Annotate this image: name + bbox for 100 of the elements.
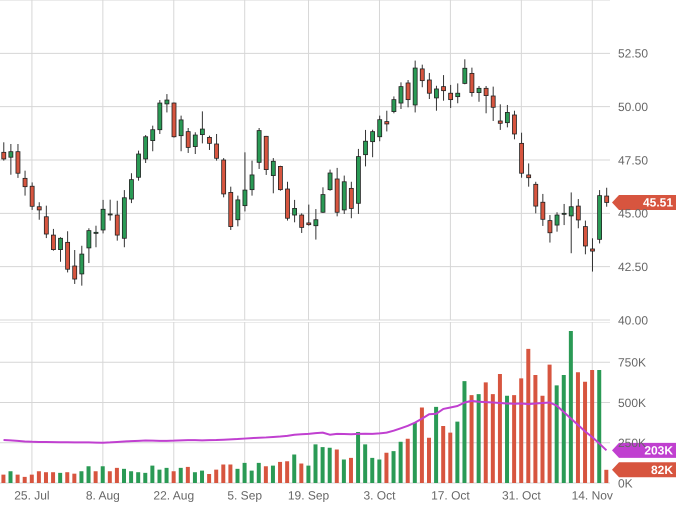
candlestick (86, 228, 92, 264)
candlestick (192, 132, 198, 155)
y-tick-label: 0K (618, 476, 633, 490)
bar (363, 444, 368, 483)
candlestick (462, 58, 468, 85)
candlestick (590, 238, 595, 272)
bar (604, 470, 608, 483)
bar (65, 472, 70, 483)
bar (1, 474, 6, 483)
bar (100, 466, 105, 483)
candlestick (44, 205, 49, 239)
candlestick (384, 110, 390, 132)
bar (270, 466, 275, 483)
bar (214, 470, 218, 483)
candlestick (114, 200, 120, 242)
x-tick-label: 5. Sep (227, 488, 262, 503)
bar (384, 452, 388, 483)
candlestick (200, 110, 205, 144)
bar (512, 395, 516, 483)
candlestick (434, 85, 439, 112)
bar (207, 474, 212, 483)
candlestick (604, 187, 610, 208)
candlestick (72, 250, 78, 284)
bar (576, 372, 580, 483)
bar (392, 451, 396, 483)
bar (548, 364, 552, 483)
candlestick (484, 85, 488, 114)
candlestick (129, 172, 134, 204)
candlestick (476, 85, 482, 102)
bar (590, 370, 594, 483)
bar (348, 458, 353, 483)
candlestick (391, 96, 396, 114)
candlestick (36, 202, 42, 220)
candlestick (526, 162, 532, 188)
x-tick-label: 3. Oct (363, 488, 396, 503)
value-tag: 45.51 (612, 194, 676, 210)
candlestick (235, 195, 240, 227)
candlestick (548, 214, 552, 244)
candlestick (377, 115, 382, 142)
y-tick-label: 40.00 (618, 313, 648, 328)
y-tick-label: 50.00 (618, 100, 648, 114)
bar (235, 468, 240, 483)
bar (250, 470, 254, 483)
bar (540, 396, 544, 483)
candlestick (51, 228, 56, 252)
candlestick (299, 212, 304, 234)
bar (554, 385, 559, 483)
bar (16, 474, 20, 483)
bar (242, 462, 247, 483)
candlestick (512, 110, 517, 140)
bar (157, 470, 162, 483)
bar (583, 382, 588, 483)
bar (114, 468, 119, 483)
bar (164, 468, 169, 483)
bar (129, 471, 134, 483)
candlestick (16, 144, 20, 178)
candlestick (186, 128, 191, 154)
candlestick (22, 170, 28, 196)
bar (178, 468, 183, 483)
candlestick (1, 142, 6, 162)
candlestick (207, 135, 212, 150)
bar (36, 471, 41, 483)
candlestick (313, 208, 318, 240)
bar (320, 447, 325, 483)
bar (228, 464, 232, 483)
bar (44, 472, 48, 483)
x-tick-label: 14. Nov (572, 488, 613, 503)
candlestick (328, 169, 332, 192)
candlestick (30, 182, 35, 210)
bar (22, 476, 27, 483)
bar (328, 448, 332, 483)
bar (172, 471, 176, 483)
candlestick (270, 158, 276, 194)
bar (72, 474, 76, 483)
bar (143, 472, 148, 483)
bar (122, 468, 126, 483)
bar (314, 444, 318, 483)
candlestick (320, 186, 326, 214)
candlestick (426, 72, 432, 100)
candlestick (79, 245, 84, 286)
bar (484, 382, 488, 483)
x-tick-label: 17. Oct (431, 488, 470, 503)
candlestick (554, 212, 560, 232)
x-tick-label: 25. Jul (14, 488, 50, 503)
candlestick (455, 82, 460, 104)
bar (108, 471, 112, 483)
candlestick (306, 204, 312, 226)
bar (505, 396, 510, 483)
bar (420, 407, 424, 483)
candlestick (8, 144, 14, 176)
y-tick-label: 52.50 (618, 46, 648, 61)
candlestick (540, 193, 546, 226)
bar (448, 432, 452, 483)
bar (136, 472, 140, 483)
bar (256, 462, 261, 483)
bar (526, 348, 530, 483)
bar (30, 474, 34, 483)
bar (200, 470, 204, 483)
bar (306, 466, 310, 483)
candlestick (150, 125, 156, 152)
